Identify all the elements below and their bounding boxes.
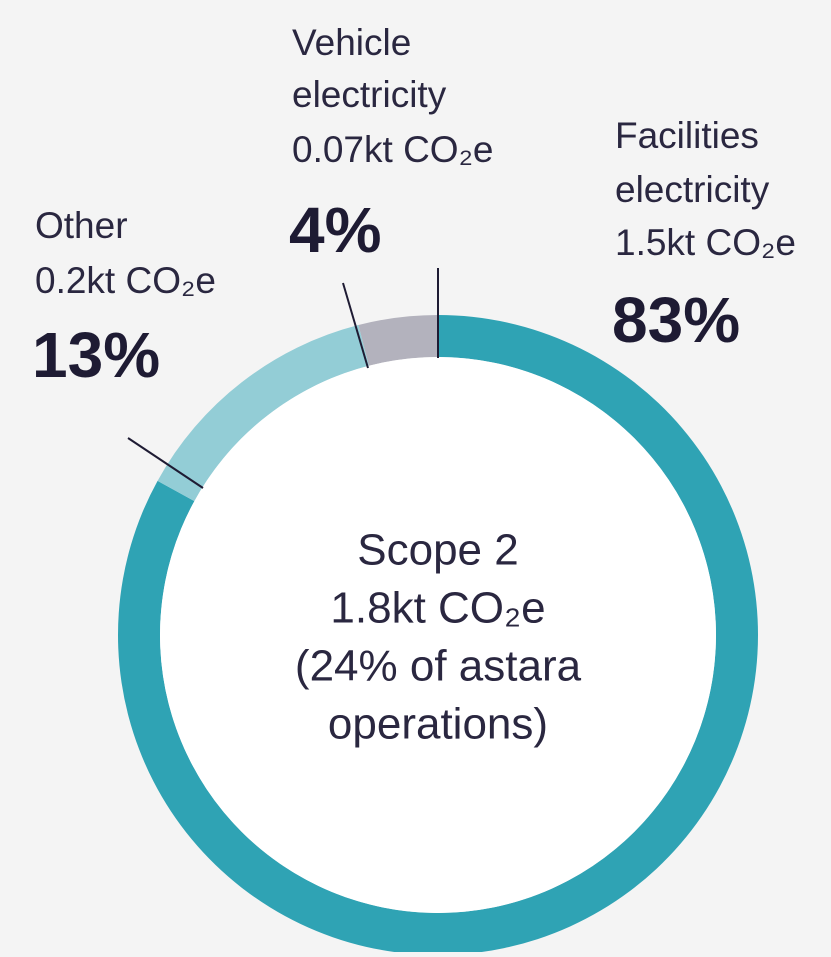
leader-line	[342, 282, 369, 369]
donut-hole	[160, 357, 716, 913]
center-label: 1.8kt CO₂e	[330, 584, 545, 633]
segment-label: Vehicle	[292, 22, 411, 63]
segment-label: 1.5kt CO₂e	[615, 222, 796, 263]
segment-label: Other	[35, 205, 128, 246]
leader-line	[127, 437, 204, 489]
donut-segment	[358, 315, 438, 366]
segment-label: 0.07kt CO₂e	[292, 129, 494, 170]
segment-label: electricity	[615, 169, 770, 210]
value-label: 13%	[32, 319, 160, 391]
segment-label: 0.2kt CO₂e	[35, 260, 216, 301]
segment-label: electricity	[292, 74, 447, 115]
donut-segment	[157, 325, 369, 502]
segment-label: Facilities	[615, 115, 759, 156]
center-label: (24% of astara	[295, 642, 582, 691]
value-label: 83%	[612, 284, 740, 356]
center-label: Scope 2	[357, 526, 518, 575]
value-label: 4%	[289, 194, 382, 266]
center-label: operations)	[328, 700, 548, 749]
